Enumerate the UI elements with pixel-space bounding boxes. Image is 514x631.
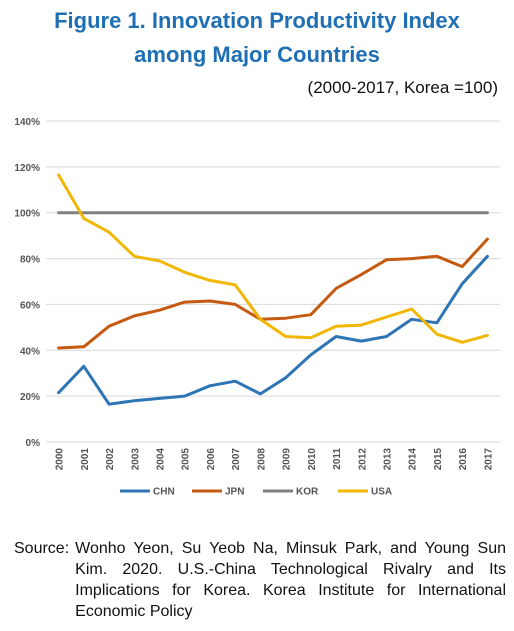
series-line-chn	[57, 254, 489, 406]
x-tick-label: 2000	[55, 448, 66, 471]
x-tick-label: 2006	[206, 448, 217, 471]
chart-subtitle: (2000-2017, Korea =100)	[307, 78, 498, 97]
y-tick-label: 40%	[20, 346, 40, 357]
y-tick-label: 140%	[14, 117, 40, 128]
y-tick-label: 120%	[14, 163, 40, 174]
x-tick-label: 2017	[483, 448, 494, 471]
x-tick-label: 2010	[307, 448, 318, 471]
y-tick-label: 0%	[26, 438, 41, 449]
x-tick-label: 2005	[181, 448, 192, 471]
line-chart: 0% 20% 40% 60% 80% 100% 120% 140% 2000 2001 2002 20…	[14, 117, 500, 498]
x-tick-label: 2011	[332, 448, 343, 470]
x-tick-label: 2012	[357, 448, 368, 471]
x-tick-label: 2008	[256, 448, 267, 471]
y-tick-label: 60%	[20, 300, 40, 311]
y-tick-label: 100%	[14, 209, 40, 220]
legend-label-usa: USA	[371, 487, 392, 498]
y-tick-label: 20%	[20, 392, 40, 403]
source-text: Wonho Yeon, Su Yeob Na, Minsuk Park, and…	[75, 540, 506, 620]
x-tick-label: 2016	[458, 448, 469, 471]
chart-title-line-2: among Major Countries	[134, 42, 380, 67]
x-tick-label: 2013	[383, 448, 394, 471]
source-note: Source: Wonho Yeon, Su Yeob Na, Minsuk P…	[14, 538, 506, 622]
x-tick-label: 2015	[433, 448, 444, 471]
x-tick-label: 2007	[231, 448, 242, 471]
chart-title-line-1: Figure 1. Innovation Productivity Index	[54, 8, 460, 33]
source-label: Source:	[14, 540, 70, 557]
legend-label-jpn: JPN	[225, 487, 244, 498]
x-tick-label: 2009	[282, 448, 293, 471]
legend-label-chn: CHN	[153, 487, 175, 498]
x-tick-label: 2014	[408, 448, 419, 471]
x-tick-label: 2003	[130, 448, 141, 471]
series-line-jpn	[57, 237, 489, 350]
x-tick-label: 2004	[156, 448, 167, 471]
x-tick-label: 2002	[105, 448, 116, 471]
y-tick-label: 80%	[20, 255, 40, 266]
legend-label-kor: KOR	[296, 487, 319, 498]
series-line-usa	[57, 173, 489, 344]
x-tick-label: 2001	[80, 448, 91, 471]
